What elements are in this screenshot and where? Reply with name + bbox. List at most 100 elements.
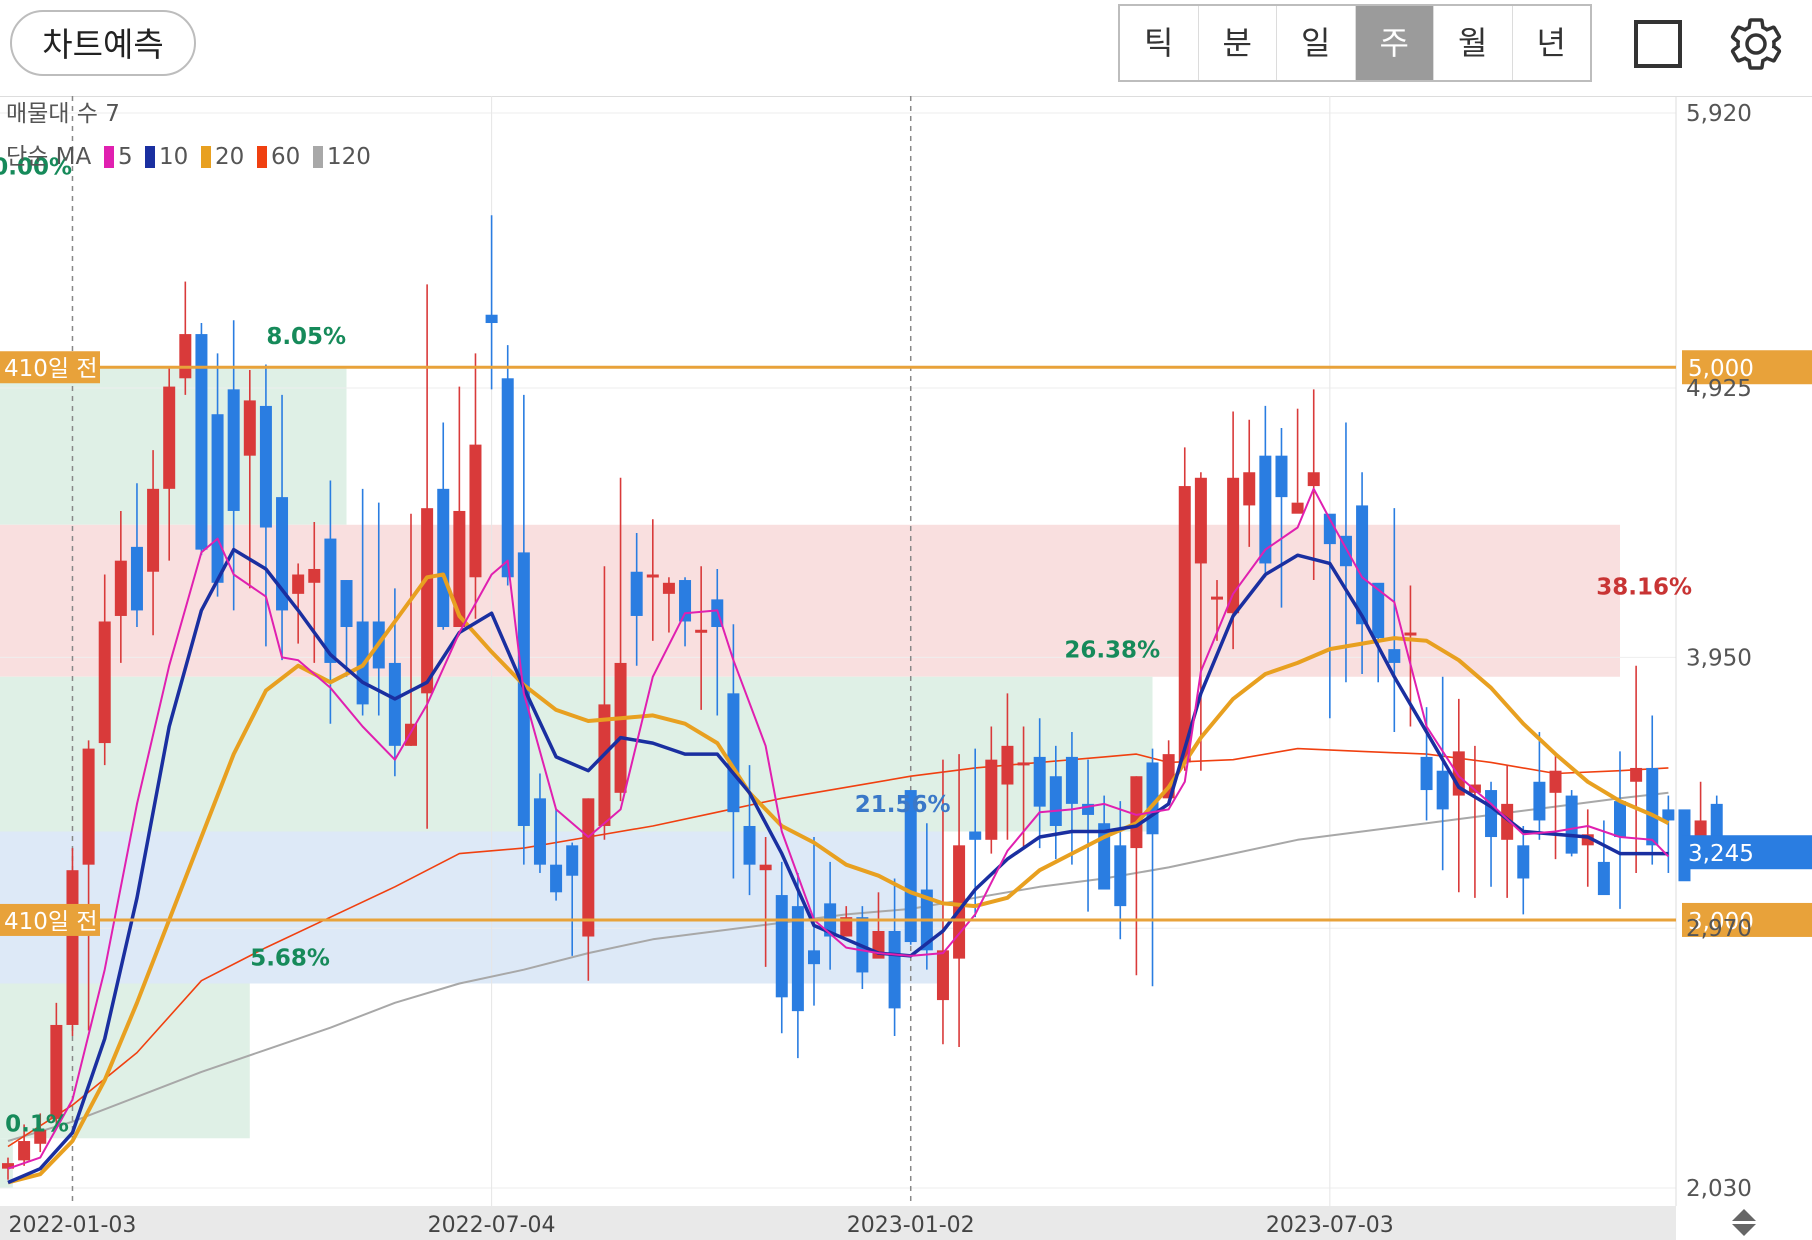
ma-legend-period-1: 10 (159, 144, 188, 170)
candle-body (1597, 861, 1610, 896)
candle-body (1646, 767, 1659, 846)
candle-body (469, 444, 482, 578)
candle-body (1388, 649, 1401, 663)
candle-body (324, 538, 337, 663)
tab-month[interactable]: 월 (1434, 6, 1513, 80)
percent-label-0: 0.00% (0, 154, 72, 180)
candle-body (1323, 513, 1336, 545)
y-tick-label-0: 5,920 (1686, 101, 1752, 127)
candle-body (1694, 820, 1707, 838)
candle-body (437, 488, 450, 628)
frame-icon[interactable] (1634, 20, 1682, 68)
candle-body (1082, 803, 1095, 815)
candle-body (1581, 834, 1594, 846)
candle-body (936, 950, 949, 1001)
candle-body (1178, 486, 1191, 763)
x-tick-label-2: 2023-01-02 (847, 1213, 975, 1238)
volume-profile-label: 매물대 수 7 (6, 101, 120, 127)
volume-profile-bands (0, 367, 1620, 1188)
percent-label-5: 5.68% (250, 946, 330, 972)
percent-label-2: 38.16% (1596, 574, 1692, 600)
candle-body (985, 759, 998, 840)
gear-icon[interactable] (1726, 14, 1786, 74)
tab-year[interactable]: 년 (1536, 24, 1566, 62)
candle-body (630, 571, 643, 616)
candle-body (147, 488, 160, 572)
y-tick-label-2: 3,950 (1686, 645, 1752, 671)
tab-tick[interactable]: 틱 (1120, 6, 1199, 80)
candle-body (1533, 781, 1546, 821)
candle-body (775, 895, 788, 998)
candle-body (759, 864, 772, 871)
candle-body (179, 334, 192, 379)
candle-body (195, 334, 208, 550)
volume-profile-band-4 (0, 983, 250, 1139)
candle-body (82, 748, 95, 865)
percent-label-6: 0.1% (5, 1111, 69, 1137)
candle-body (211, 414, 224, 583)
ma-legend-swatch-3 (257, 146, 267, 168)
candle-body (1259, 455, 1272, 564)
candle-body (1420, 756, 1433, 791)
ma-legend-period-4: 120 (327, 144, 371, 170)
tab-week[interactable]: 주 (1355, 6, 1434, 80)
level-left-tag-0 (0, 351, 100, 384)
candle-body (904, 790, 917, 943)
candle-body (1049, 776, 1062, 826)
candle-body (1017, 762, 1030, 766)
candle-body (405, 723, 417, 746)
ma-legend-period-2: 20 (215, 144, 244, 170)
candle-body (1356, 505, 1369, 625)
ma-legend-period-3: 60 (271, 144, 300, 170)
candlestick-chart[interactable]: 410일 전 5,000 410일 전 3,000 3,245 0.00% 8.05% 38… (0, 96, 1812, 1240)
candle-body (679, 580, 692, 622)
candle-body (1033, 756, 1046, 807)
candle-body (840, 917, 853, 937)
candle-body (1517, 845, 1530, 879)
candle-body (1130, 776, 1143, 849)
candle-body (791, 906, 804, 1012)
tab-day[interactable]: 일 (1277, 6, 1356, 80)
candle-body (485, 314, 498, 324)
candle-body (533, 798, 546, 865)
y-tick-label-1: 4,925 (1686, 376, 1752, 402)
candle-body (662, 582, 675, 594)
candle-body (1291, 502, 1304, 514)
percent-label-1: 8.05% (266, 324, 346, 350)
candle-body (1485, 790, 1498, 838)
candle-body (1436, 770, 1449, 810)
candle-body (1211, 596, 1223, 600)
candle-body (227, 389, 240, 511)
candle-body (808, 950, 820, 965)
candle-body (259, 405, 272, 528)
ma-legend-swatch-2 (201, 146, 211, 168)
price-levels: 410일 전 5,000 410일 전 3,000 3,245 (0, 350, 1812, 937)
candle-body (1630, 767, 1643, 782)
current-price-tag (1682, 835, 1812, 870)
candle-body (98, 621, 111, 744)
percent-label-3: 26.38% (1064, 637, 1160, 663)
candle-body (292, 574, 305, 594)
chart-predict-button[interactable]: 차트예측 (10, 10, 196, 76)
candle-body (1549, 770, 1562, 793)
tab-minute[interactable]: 분 (1199, 6, 1277, 80)
candle-body (243, 400, 256, 456)
level-left-label-0: 410일 전 (4, 356, 98, 382)
y-tick-label-3: 2,970 (1686, 916, 1752, 942)
candle-body (888, 930, 901, 1009)
x-tick-label-1: 2022-07-04 (428, 1213, 556, 1238)
candle-body (695, 629, 708, 633)
ma-legend-period-0: 5 (118, 144, 133, 170)
candle-body (114, 560, 127, 616)
ma-legend-swatch-1 (145, 146, 155, 168)
candle-body (66, 870, 79, 1025)
candle-body (340, 580, 353, 628)
candle-body (308, 568, 321, 583)
candle-body (34, 1129, 47, 1144)
level-price-tag-1 (1682, 902, 1812, 937)
resize-arrows-icon (1732, 1209, 1756, 1236)
candle-body (1614, 801, 1626, 838)
level-price-tag-0 (1682, 350, 1812, 385)
level-left-tag-1 (0, 903, 100, 936)
current-price-label: 3,245 (1688, 841, 1754, 867)
